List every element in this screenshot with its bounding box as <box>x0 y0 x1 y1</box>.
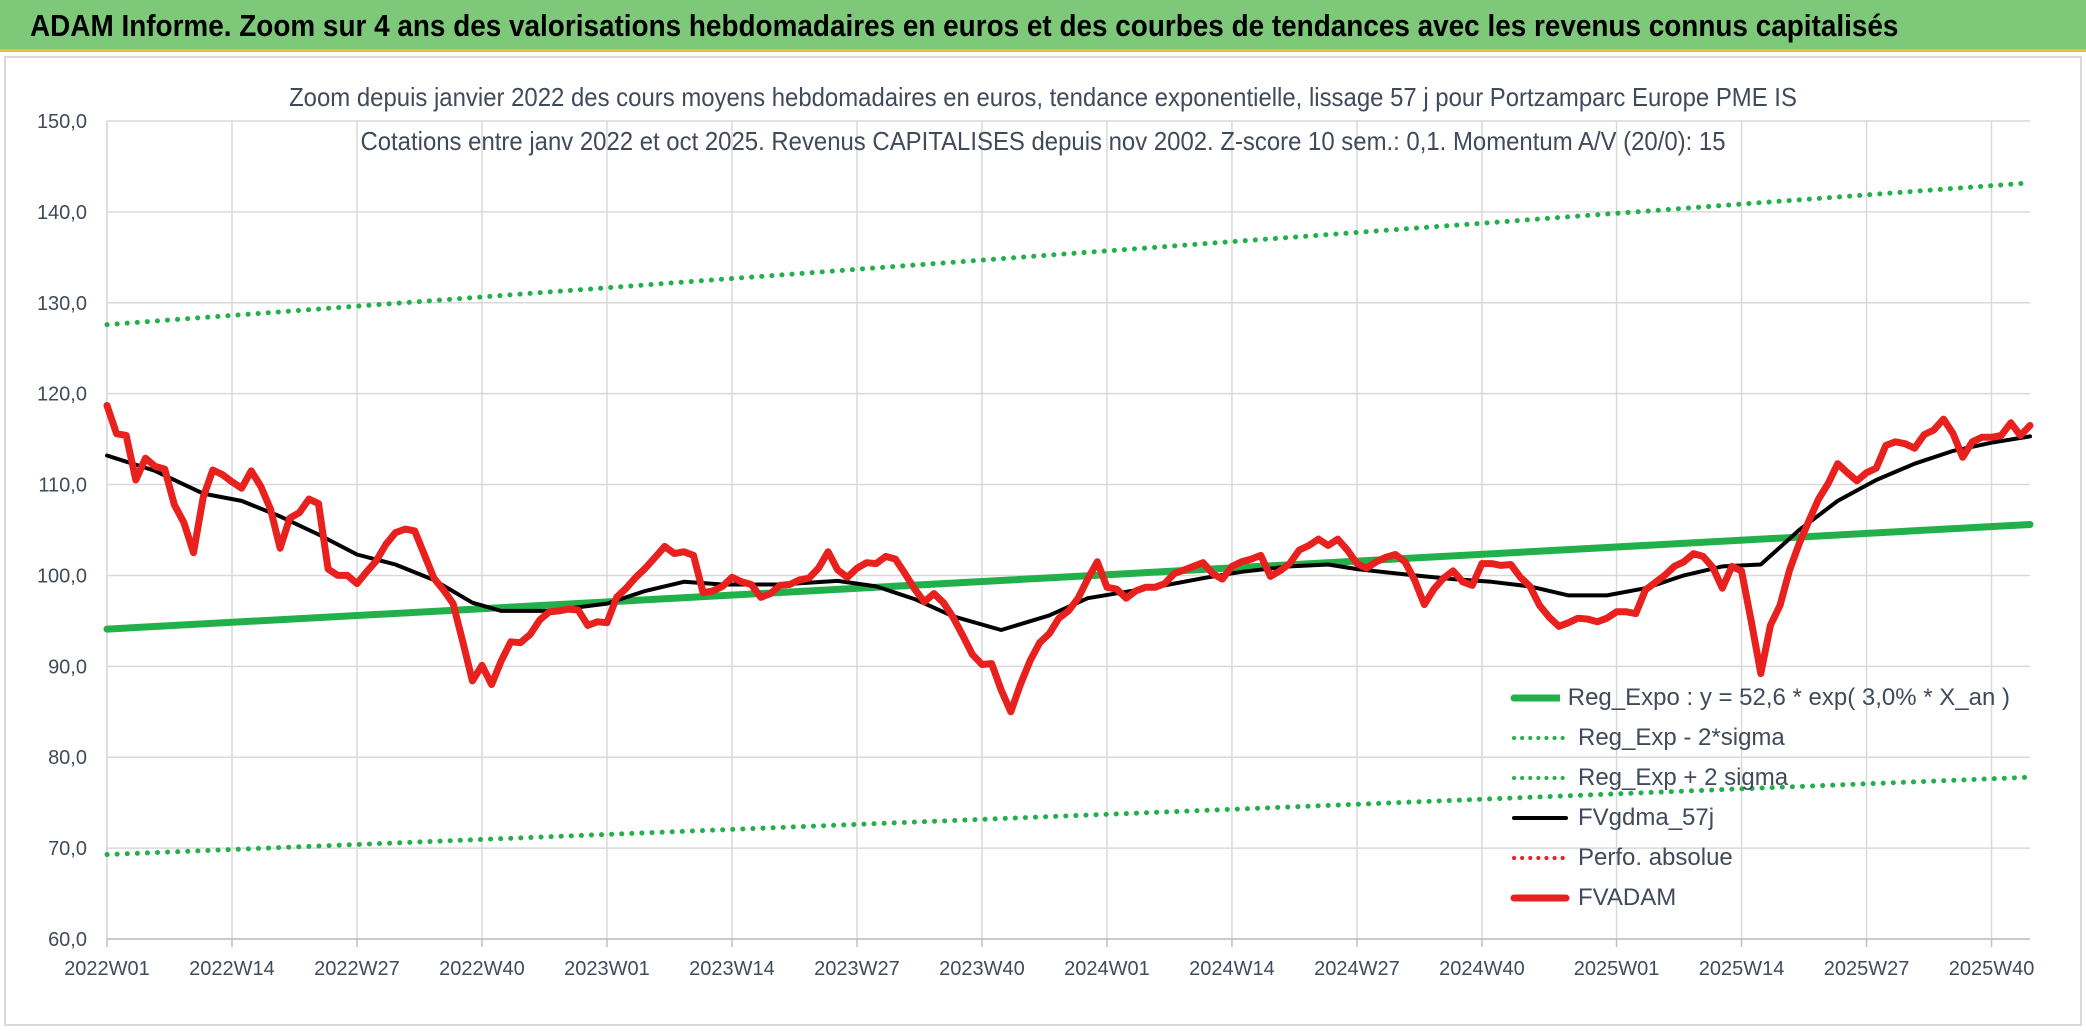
chart-series <box>103 180 2034 857</box>
x-tick-label: 2023W14 <box>689 958 775 980</box>
x-tick-label: 2025W27 <box>1824 958 1910 980</box>
legend-swatch <box>1512 776 1568 780</box>
legend-label: Reg_Exp - 2*sigma <box>1578 724 1785 751</box>
legend-swatch <box>1510 894 1570 902</box>
y-tick-label: 60,0 <box>48 929 87 951</box>
x-tick-label: 2023W27 <box>814 958 900 980</box>
x-tick-label: 2025W01 <box>1574 958 1660 980</box>
x-tick-label: 2023W40 <box>939 958 1025 980</box>
fvadam-line <box>103 402 2034 716</box>
x-tick-label: 2024W01 <box>1064 958 1150 980</box>
legend-fvadam: FVADAM <box>1510 878 2010 918</box>
legend-label: FVgdma_57j <box>1578 804 1715 831</box>
chart-frame <box>4 56 2082 1026</box>
reg-exp-plus-2sigma-line <box>104 180 2033 328</box>
legend-reg-exp-minus-2sigma: Reg_Exp - 2*sigma <box>1510 718 2010 758</box>
legend-swatch <box>1512 816 1568 820</box>
y-tick-label: 140,0 <box>37 202 87 224</box>
x-tick-label: 2024W40 <box>1439 958 1525 980</box>
x-tick-label: 2022W14 <box>189 958 275 980</box>
y-tick-label: 100,0 <box>37 565 87 587</box>
banner-title: ADAM Informe. Zoom sur 4 ans des valoris… <box>30 8 1899 43</box>
chart-legend: Reg_Expo : y = 52,6 * exp( 3,0% * X_an )… <box>1510 678 2010 918</box>
header-banner: ADAM Informe. Zoom sur 4 ans des valoris… <box>0 0 2086 52</box>
legend-label: Reg_Expo : y = 52,6 * exp( 3,0% * X_an ) <box>1567 684 2010 711</box>
y-tick-label: 70,0 <box>48 838 87 860</box>
x-tick-label: 2022W01 <box>64 958 150 980</box>
y-tick-label: 130,0 <box>37 293 87 315</box>
y-axis-tick-labels: 60,0 70,0 80,0 90,0 100,0 110,0 120,0 130,0 140,… <box>37 111 87 951</box>
x-tick-label: 2022W27 <box>314 958 400 980</box>
gridlines <box>106 120 2030 947</box>
legend-swatch <box>1510 694 1560 702</box>
legend-swatch <box>1512 856 1568 860</box>
y-tick-label: 90,0 <box>48 656 87 678</box>
reg-exp-minus-2sigma-line <box>104 774 2033 857</box>
legend-label: Reg_Exp + 2 sigma <box>1578 764 1789 791</box>
y-tick-label: 80,0 <box>48 747 87 769</box>
x-tick-label: 2024W27 <box>1314 958 1400 980</box>
legend-reg-expo: Reg_Expo : y = 52,6 * exp( 3,0% * X_an ) <box>1510 678 2010 718</box>
x-tick-label: 2025W14 <box>1699 958 1785 980</box>
x-tick-label: 2024W14 <box>1189 958 1275 980</box>
legend-label: Perfo. absolue <box>1578 844 1733 871</box>
legend-perfo-absolue: Perfo. absolue <box>1510 838 2010 878</box>
legend-fvgdma-57j: FVgdma_57j <box>1510 798 2010 838</box>
chart-subtitle: Cotations entre janv 2022 et oct 2025. R… <box>360 126 1726 156</box>
reg-expo-line <box>103 521 2034 633</box>
legend-label: FVADAM <box>1578 884 1677 911</box>
y-tick-label: 120,0 <box>37 384 87 406</box>
x-tick-label: 2022W40 <box>439 958 525 980</box>
x-tick-label: 2023W01 <box>564 958 650 980</box>
x-tick-label: 2025W40 <box>1949 958 2035 980</box>
legend-reg-exp-plus-2sigma: Reg_Exp + 2 sigma <box>1510 758 2010 798</box>
legend-swatch <box>1512 736 1568 740</box>
x-axis-tick-labels: 2022W01 2022W14 2022W27 2022W40 2023W01 2023W… <box>64 958 2034 980</box>
y-tick-label: 150,0 <box>37 111 87 133</box>
y-tick-label: 110,0 <box>38 475 87 497</box>
chart-title: Zoom depuis janvier 2022 des cours moyen… <box>289 82 1797 112</box>
